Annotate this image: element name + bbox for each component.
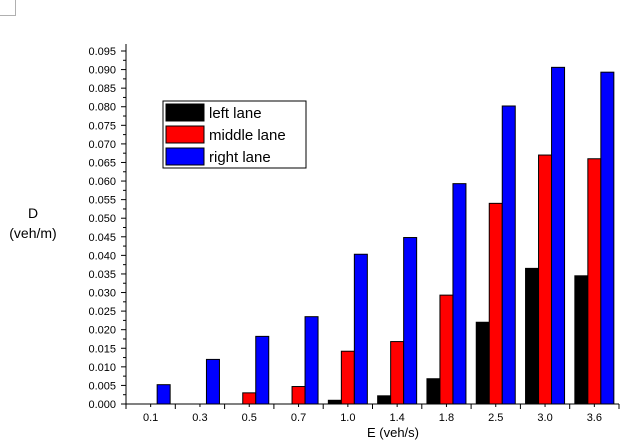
x-tick-label: 3.0 [537,412,552,424]
bar-middle-lane [340,350,355,405]
y-tick-label: 0.005 [88,380,116,392]
x-axis-title: E (veh/s) [367,425,419,440]
bar-middle-lane [439,294,454,405]
y-tick-label: 0.000 [88,399,116,411]
y-tick-label: 0.075 [88,120,116,132]
y-tick-label: 0.060 [88,176,116,188]
legend-label-right-lane: right lane [209,149,271,166]
bar-right-lane [205,358,220,405]
y-tick-label: 0.020 [88,325,116,337]
bar-right-lane [255,335,270,405]
y-tick-label: 0.085 [88,83,116,95]
y-tick-label: 0.080 [88,102,116,114]
y-tick-label: 0.050 [88,213,116,225]
bar-right-lane [452,183,467,405]
y-tick-label: 0.090 [88,65,116,77]
bar-middle-lane [242,392,257,405]
x-tick-label: 3.6 [587,412,602,424]
y-axis-title-line1: D [28,205,38,221]
x-tick-label: 2.5 [488,412,503,424]
bar-left-lane [327,399,342,405]
legend-swatch-left-lane [165,103,205,122]
bars-group [156,66,615,405]
y-tick-label: 0.095 [88,46,116,58]
y-tick-label: 0.070 [88,139,116,151]
bar-left-lane [475,321,490,405]
y-tick-label: 0.045 [88,232,116,244]
bar-left-lane [426,378,441,405]
bar-left-lane [525,267,540,405]
bar-left-lane [574,275,589,405]
bar-middle-lane [390,341,405,405]
y-tick-label: 0.065 [88,157,116,169]
bar-middle-lane [291,386,306,405]
bar-middle-lane [538,154,553,405]
x-tick-label: 0.7 [291,412,306,424]
y-ticks-group: 0.000 0.005 0.010 0.015 0.020 0.025 0.030 0.035… [88,46,126,411]
bar-right-lane [156,384,171,405]
bar-right-lane [600,71,615,405]
y-tick-label: 0.010 [88,362,116,374]
x-tick-label: 0.3 [192,412,207,424]
y-tick-label: 0.030 [88,288,116,300]
y-tick-label: 0.025 [88,306,116,318]
legend-label-middle-lane: middle lane [209,127,286,144]
x-ticks-group: 0.1 0.3 0.5 0.7 1.0 1.4 1.8 2.5 3.0 3.6 [125,404,620,424]
window-corner-mark [0,0,16,16]
legend: left lane middle lane right lane [162,100,307,169]
bar-left-lane [377,395,392,405]
bar-middle-lane [488,202,503,405]
y-tick-label: 0.040 [88,250,116,262]
bar-right-lane [551,66,566,405]
x-tick-label: 0.1 [143,412,158,424]
y-tick-label: 0.035 [88,269,116,281]
bar-middle-lane [587,158,602,405]
x-tick-label: 1.8 [439,412,454,424]
bar-right-lane [304,316,319,405]
x-tick-label: 1.0 [340,412,355,424]
x-tick-label: 1.4 [390,412,405,424]
legend-swatch-middle-lane [165,125,205,144]
y-tick-label: 0.055 [88,195,116,207]
bar-right-lane [403,237,418,405]
legend-label-left-lane: left lane [209,105,262,122]
bar-right-lane [501,105,516,405]
y-axis-title-line2: (veh/m) [9,225,56,241]
legend-swatch-right-lane [165,147,205,166]
x-tick-label: 0.5 [242,412,257,424]
bar-right-lane [353,253,368,405]
y-tick-label: 0.015 [88,343,116,355]
